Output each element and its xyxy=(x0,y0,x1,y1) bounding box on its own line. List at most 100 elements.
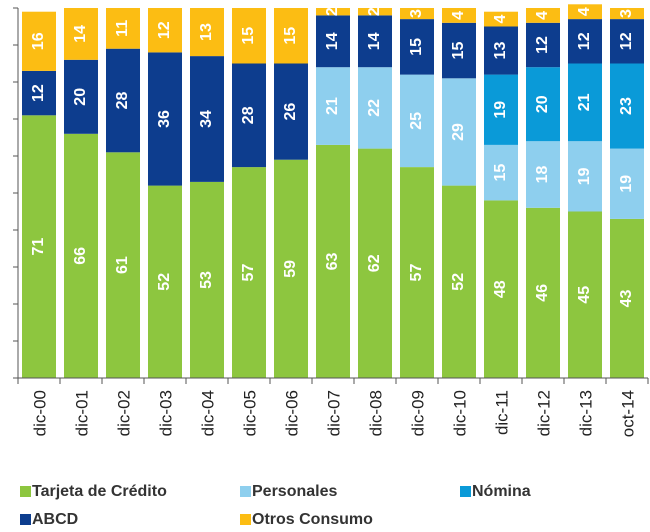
x-tick-label: dic-03 xyxy=(156,390,175,436)
x-tick-label: dic-00 xyxy=(30,390,49,436)
value-label: 19 xyxy=(618,175,635,193)
value-label: 11 xyxy=(114,20,131,37)
value-label: 15 xyxy=(408,38,425,56)
value-label: 15 xyxy=(450,42,467,60)
value-label: 22 xyxy=(366,99,383,117)
value-label: 12 xyxy=(618,32,635,50)
value-label: 14 xyxy=(72,25,89,43)
value-label: 4 xyxy=(534,11,551,20)
legend-label: Otros Consumo xyxy=(252,511,373,528)
bar-segment xyxy=(610,218,644,378)
value-label: 34 xyxy=(198,110,215,128)
bar-segment xyxy=(64,59,98,134)
value-label: 12 xyxy=(576,32,593,50)
x-tick-label: dic-01 xyxy=(72,390,91,436)
value-label: 52 xyxy=(450,273,467,291)
value-label: 28 xyxy=(240,106,257,124)
value-label: 19 xyxy=(492,101,509,119)
legend-label: ABCD xyxy=(32,511,78,528)
bar-segment xyxy=(484,74,518,145)
x-tick-label: dic-06 xyxy=(282,390,301,436)
bar-segment xyxy=(400,167,434,378)
value-label: 13 xyxy=(198,23,215,41)
x-tick-label: dic-12 xyxy=(534,390,553,436)
value-label: 57 xyxy=(408,264,425,282)
value-label: 16 xyxy=(30,32,47,50)
bar-segment xyxy=(274,63,308,160)
legend-label: Personales xyxy=(252,483,337,500)
value-label: 15 xyxy=(240,27,257,45)
value-label: 48 xyxy=(492,280,509,298)
bar-segment xyxy=(64,8,98,60)
bar-segment xyxy=(274,159,308,378)
value-label: 18 xyxy=(534,166,551,184)
bar-segment xyxy=(106,48,140,153)
bar-segment xyxy=(148,52,182,186)
bar-segment xyxy=(526,8,560,23)
x-tick-label: dic-13 xyxy=(576,390,595,436)
x-tick-label: oct-14 xyxy=(618,390,637,437)
bar-segment xyxy=(358,8,392,16)
bar-segment xyxy=(232,63,266,168)
x-tick-label: dic-07 xyxy=(324,390,343,436)
bar-segment xyxy=(568,211,602,378)
value-label: 4 xyxy=(576,7,593,16)
value-label: 52 xyxy=(156,273,173,291)
value-label: 66 xyxy=(72,247,89,265)
bar-segment xyxy=(526,67,560,142)
bar-segment xyxy=(106,8,140,49)
value-label: 21 xyxy=(576,93,593,111)
x-tick-label: dic-05 xyxy=(240,390,259,436)
bar-segment xyxy=(484,144,518,201)
bar-segment xyxy=(358,148,392,378)
value-label: 71 xyxy=(30,238,47,256)
value-label: 29 xyxy=(450,123,467,141)
x-tick-label: dic-04 xyxy=(198,390,217,436)
bar-segment xyxy=(442,185,476,378)
x-tick-label: dic-02 xyxy=(114,390,133,436)
bar-segment xyxy=(22,115,56,379)
bar-segment xyxy=(316,8,350,16)
x-tick-label: dic-10 xyxy=(450,390,469,436)
bar-segment xyxy=(148,185,182,378)
legend-swatch xyxy=(460,486,471,497)
value-label: 15 xyxy=(492,164,509,182)
bar-segment xyxy=(400,74,434,168)
bar-segment xyxy=(148,8,182,53)
value-label: 36 xyxy=(156,110,173,128)
value-label: 62 xyxy=(366,254,383,272)
value-label: 4 xyxy=(492,15,509,24)
bar-segment xyxy=(274,8,308,64)
bar-segment xyxy=(22,11,56,71)
value-label: 26 xyxy=(282,103,299,121)
value-label: 61 xyxy=(114,256,131,274)
bar-segment xyxy=(232,167,266,378)
bar-segment xyxy=(232,8,266,64)
x-tick-label: dic-08 xyxy=(366,390,385,436)
bar-segment xyxy=(64,133,98,378)
bar-segment xyxy=(610,63,644,149)
bar-segment xyxy=(316,144,350,378)
value-label: 3 xyxy=(408,9,425,18)
value-label: 14 xyxy=(366,32,383,50)
value-label: 21 xyxy=(324,97,341,115)
bar-segment xyxy=(400,19,434,75)
value-label: 45 xyxy=(576,286,593,304)
bar-segment xyxy=(484,26,518,75)
bar-segment xyxy=(484,11,518,27)
bar-segment xyxy=(442,8,476,23)
value-label: 12 xyxy=(156,21,173,39)
value-label: 14 xyxy=(324,32,341,50)
x-tick-label: dic-09 xyxy=(408,390,427,436)
bar-segment xyxy=(190,8,224,57)
bar-segment xyxy=(610,19,644,64)
bar-segment xyxy=(190,56,224,182)
value-label: 63 xyxy=(324,252,341,270)
bar-segment xyxy=(610,8,644,20)
bar-segment xyxy=(526,22,560,68)
bar-segment xyxy=(610,148,644,219)
bar-segment xyxy=(568,141,602,212)
value-label: 59 xyxy=(282,260,299,278)
